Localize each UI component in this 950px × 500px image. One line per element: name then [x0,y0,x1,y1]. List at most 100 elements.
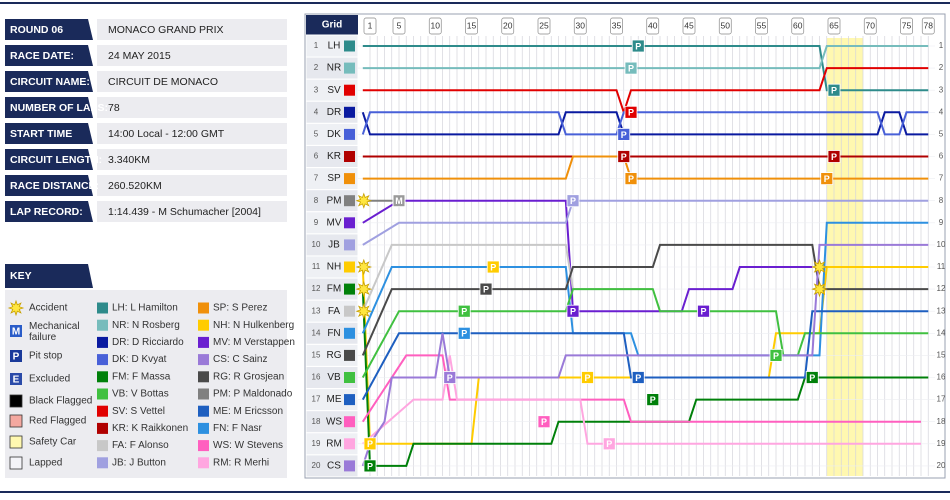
lap-tick-box [682,17,696,35]
key-driver-swatch [97,388,108,400]
grid-driver-code: RM [326,438,342,449]
key-driver-swatch [198,422,209,434]
info-value-box [97,97,287,118]
pit-stop-marker [363,437,377,451]
grid-driver-code: DR [327,107,341,118]
lap-tick-box [392,17,406,35]
pit-stop-letter: P [483,284,489,294]
info-label: LAP RECORD: [10,206,83,218]
key-symbol-label: Safety Car [29,437,77,448]
info-label-box [5,175,93,196]
lap-tick-box [921,17,935,35]
lap-tick-label: 40 [648,20,658,30]
grid-driver-code: MV [327,217,342,228]
key-accident-icon [7,299,25,317]
key-symbol-label: Mechanical failure [29,321,80,343]
lap-tick-label: 25 [539,20,549,30]
key-driver-label: RM: R Merhi [213,457,269,468]
pit-stop-letter: P [461,329,467,339]
pit-stop-marker [566,194,580,208]
grid-driver-code: FM [327,284,341,295]
key-driver-label: FM: F Massa [112,371,171,382]
grid-position: 16 [312,373,321,382]
key-symbol-label: Excluded [29,374,70,385]
accident-marker [811,280,828,298]
driver-trace [362,45,929,70]
key-symbol-label: Accident [29,303,68,314]
final-position: 8 [939,196,944,205]
grid-driver-swatch [344,327,355,339]
final-position: 18 [937,417,946,426]
key-symbol-letter: M [12,327,20,338]
key-symbol-letter: E [13,375,20,386]
lap-tick-box [465,17,478,35]
lap-tick-box [827,17,841,35]
pit-stop-letter: P [831,152,837,162]
grid-driver-swatch [344,283,355,295]
pit-stop-letter: P [570,196,576,206]
lap-tick-label: 35 [612,20,622,30]
pit-stop-marker [631,371,645,384]
info-label: START TIME [10,128,72,140]
final-position: 17 [937,395,946,404]
info-value: 260.520KM [108,180,162,192]
pit-stop-letter: P [447,373,453,383]
lap-tick-label: 70 [866,20,876,30]
grid-driver-swatch [344,195,355,207]
pit-stop-letter: P [367,461,373,471]
pit-stop-marker [805,371,819,384]
pit-stop-marker [479,282,493,296]
grid-driver-swatch [344,438,355,450]
final-position: 10 [937,240,946,249]
info-label-box [5,123,93,144]
final-position: 1 [939,41,944,50]
key-symbol-label: Red Flagged [29,416,86,427]
final-position: 6 [939,152,944,161]
info-label: RACE DATE: [10,50,74,62]
grid-header-label: Grid [322,20,343,31]
grid-driver-swatch [344,40,355,52]
grid-driver-code: WS [326,416,342,427]
pit-stop-letter: P [831,86,837,96]
key-driver-label: CS: C Sainz [213,354,267,365]
key-symbol-label: Lapped [29,458,62,469]
key-driver-swatch [198,336,209,348]
info-value-box [97,175,287,196]
pit-stop-letter: P [773,351,779,361]
final-position: 4 [939,107,944,116]
lap-tick-box [863,17,877,35]
grid-position: 12 [312,284,321,293]
driver-trace [361,111,929,136]
key-driver-label: FN: F Nasr [213,423,263,434]
final-position: 3 [939,85,944,94]
info-label: NUMBER OF LAPS: [10,102,108,114]
driver-trace [362,155,929,180]
pit-stop-letter: P [628,108,634,118]
grid-driver-swatch [344,416,355,428]
info-value-box [97,149,287,170]
lap-tick-label: 45 [684,20,694,30]
info-value: 24 MAY 2015 [108,50,171,62]
pit-stop-marker [602,437,616,451]
pit-stop-letter: P [584,373,590,383]
grid-driver-code: CS [327,461,341,472]
lap-tick-box [791,17,805,35]
grid-driver-code: KR [327,151,341,162]
pit-stop-letter: P [628,63,634,73]
final-position: 12 [937,284,946,293]
info-value-box [97,19,287,40]
key-driver-swatch [198,354,209,366]
key-symbol-box [10,373,22,385]
lap-tick-label: 10 [431,20,441,30]
info-label-box [5,201,93,222]
grid-driver-code: FN [327,328,340,339]
grid-driver-swatch [344,372,355,383]
grid-driver-code: SP [327,173,341,184]
lap-tick-label: 20 [503,20,513,30]
lap-tick-label: 75 [902,20,912,30]
grid-position: 18 [312,417,321,426]
key-driver-label: RG: R Grosjean [213,371,284,382]
pit-stop-marker [486,260,500,274]
pit-stop-letter: P [635,41,641,51]
key-driver-swatch [97,336,108,348]
